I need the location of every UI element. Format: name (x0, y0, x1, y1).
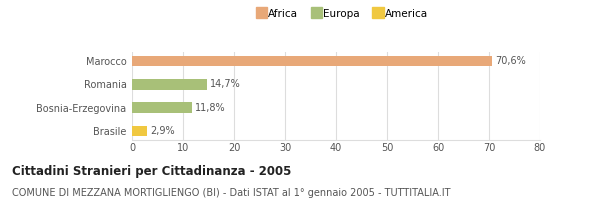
Text: COMUNE DI MEZZANA MORTIGLIENGO (BI) - Dati ISTAT al 1° gennaio 2005 - TUTTITALIA: COMUNE DI MEZZANA MORTIGLIENGO (BI) - Da… (12, 188, 451, 198)
Text: 70,6%: 70,6% (495, 56, 526, 66)
Text: Cittadini Stranieri per Cittadinanza - 2005: Cittadini Stranieri per Cittadinanza - 2… (12, 165, 292, 178)
Bar (132, 56, 492, 66)
Text: 14,7%: 14,7% (210, 79, 241, 89)
Legend: Africa, Europa, America: Africa, Europa, America (252, 5, 432, 24)
Text: 11,8%: 11,8% (195, 103, 226, 113)
Text: 2,9%: 2,9% (150, 126, 175, 136)
Bar (132, 102, 192, 113)
Bar (132, 126, 147, 136)
Bar (132, 79, 207, 90)
